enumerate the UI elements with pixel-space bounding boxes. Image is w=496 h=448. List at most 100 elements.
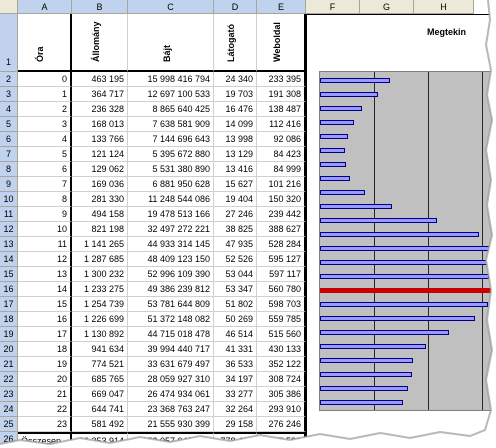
cell-weboldal[interactable]: 305 386	[257, 387, 306, 402]
row-header[interactable]: 13	[0, 237, 18, 252]
cell-allomany[interactable]: 133 766	[72, 132, 128, 147]
cell-allomany[interactable]: 685 765	[72, 372, 128, 387]
cell-weboldal[interactable]: 388 627	[257, 222, 306, 237]
cell-weboldal[interactable]: 597 117	[257, 267, 306, 282]
cell-allomany[interactable]: 364 717	[72, 87, 128, 102]
cell-allomany[interactable]: 1 287 685	[72, 252, 128, 267]
cell-latogato[interactable]: 13 129	[214, 147, 257, 162]
column-header-C[interactable]: C	[128, 0, 214, 14]
cell-ora[interactable]: 1	[18, 87, 72, 102]
cell-latogato[interactable]: 32 264	[214, 402, 257, 417]
cell-bajt[interactable]: 11 248 544 086	[128, 192, 214, 207]
cell-latogato[interactable]: 38 825	[214, 222, 257, 237]
header-cell-ora[interactable]: Óra	[18, 14, 72, 72]
cell-ora[interactable]: 17	[18, 327, 72, 342]
cell-weboldal[interactable]: 112 416	[257, 117, 306, 132]
cell-allomany[interactable]: 169 036	[72, 177, 128, 192]
cell-ora[interactable]: 3	[18, 117, 72, 132]
cell-ora[interactable]: 7	[18, 177, 72, 192]
row-header[interactable]: 4	[0, 102, 18, 117]
row-header[interactable]: 26	[0, 432, 18, 447]
header-cell-latogato[interactable]: Látogató	[214, 14, 257, 72]
cell-ora[interactable]: 13	[18, 267, 72, 282]
cell-weboldal[interactable]: 84 423	[257, 147, 306, 162]
cell-weboldal[interactable]: 239 442	[257, 207, 306, 222]
cell-latogato[interactable]: 53 347	[214, 282, 257, 297]
cell-bajt[interactable]: 19 478 513 166	[128, 207, 214, 222]
column-header-A[interactable]: A	[18, 0, 72, 14]
row-header[interactable]: 7	[0, 147, 18, 162]
row-header[interactable]: 12	[0, 222, 18, 237]
cell-weboldal[interactable]: 598 703	[257, 297, 306, 312]
cell-bajt[interactable]: 23 368 763 247	[128, 402, 214, 417]
cell-bajt[interactable]: 21 555 930 399	[128, 417, 214, 432]
embedded-chart[interactable]: Megtekin	[306, 14, 496, 448]
cell-latogato[interactable]: 47 935	[214, 237, 257, 252]
cell-allomany[interactable]: 941 634	[72, 342, 128, 357]
cell-weboldal[interactable]: 84 999	[257, 162, 306, 177]
cell-ora[interactable]: 23	[18, 417, 72, 432]
cell-weboldal[interactable]: 101 216	[257, 177, 306, 192]
cell-bajt[interactable]: 44 715 018 478	[128, 327, 214, 342]
cell-ora[interactable]: 2	[18, 102, 72, 117]
cell-weboldal[interactable]: 515 560	[257, 327, 306, 342]
column-header-B[interactable]: B	[72, 0, 128, 14]
cell-bajt[interactable]: 7 144 696 643	[128, 132, 214, 147]
cell-allomany[interactable]: 669 047	[72, 387, 128, 402]
cell-weboldal[interactable]: 528 284	[257, 237, 306, 252]
row-header[interactable]: 9	[0, 177, 18, 192]
cell-bajt[interactable]: 7 638 581 909	[128, 117, 214, 132]
plot-area[interactable]	[319, 71, 496, 411]
cell-latogato[interactable]: 46 514	[214, 327, 257, 342]
cell-allomany[interactable]: 121 124	[72, 147, 128, 162]
row-header[interactable]: 18	[0, 312, 18, 327]
cell-weboldal[interactable]: 559 785	[257, 312, 306, 327]
cell-weboldal[interactable]: 276 246	[257, 417, 306, 432]
cell-allomany[interactable]: 821 198	[72, 222, 128, 237]
cell-bajt[interactable]: 6 881 950 628	[128, 177, 214, 192]
cell-latogato[interactable]: 27 246	[214, 207, 257, 222]
row-header[interactable]: 8	[0, 162, 18, 177]
cell-latogato[interactable]: 19 404	[214, 192, 257, 207]
cell-bajt[interactable]: 12 697 100 533	[128, 87, 214, 102]
row-header[interactable]: 23	[0, 387, 18, 402]
cell-weboldal[interactable]: 7 735 596	[257, 432, 306, 447]
row-header[interactable]: 3	[0, 87, 18, 102]
cell-ora[interactable]: 10	[18, 222, 72, 237]
cell-allomany[interactable]: 1 226 699	[72, 312, 128, 327]
cell-allomany[interactable]: 129 062	[72, 162, 128, 177]
cell-allomany[interactable]: 774 521	[72, 357, 128, 372]
cell-allomany[interactable]: 1 130 892	[72, 327, 128, 342]
cell-bajt[interactable]: 5 395 672 880	[128, 147, 214, 162]
cell-latogato[interactable]: 13 998	[214, 132, 257, 147]
cell-weboldal[interactable]: 430 133	[257, 342, 306, 357]
cell-bajt[interactable]: 44 933 314 145	[128, 237, 214, 252]
row-header[interactable]: 25	[0, 417, 18, 432]
cell-ora[interactable]: 8	[18, 192, 72, 207]
row-header[interactable]: 2	[0, 72, 18, 87]
cell-latogato[interactable]: 33 277	[214, 387, 257, 402]
cell-ora[interactable]: 6	[18, 162, 72, 177]
cell-ora[interactable]: 4	[18, 132, 72, 147]
cell-ora[interactable]: 12	[18, 252, 72, 267]
row-header[interactable]: 5	[0, 117, 18, 132]
cell-bajt[interactable]: 26 474 934 061	[128, 387, 214, 402]
cell-ora[interactable]: 11	[18, 237, 72, 252]
cell-ora[interactable]: 0	[18, 72, 72, 87]
row-header[interactable]: 10	[0, 192, 18, 207]
row-header[interactable]: 19	[0, 327, 18, 342]
cell-ora[interactable]: 22	[18, 402, 72, 417]
cell-latogato[interactable]: 19 703	[214, 87, 257, 102]
cell-bajt[interactable]: 652 057 043 272	[128, 432, 214, 447]
cell-weboldal[interactable]: 150 320	[257, 192, 306, 207]
cell-weboldal[interactable]: 191 308	[257, 87, 306, 102]
cell-latogato[interactable]: 34 197	[214, 372, 257, 387]
cell-bajt[interactable]: 48 409 123 150	[128, 252, 214, 267]
cell-ora[interactable]: 5	[18, 147, 72, 162]
row-header[interactable]: 14	[0, 252, 18, 267]
cell-bajt[interactable]: 15 998 416 794	[128, 72, 214, 87]
cell-allomany[interactable]: 581 492	[72, 417, 128, 432]
cell-allomany[interactable]: 463 195	[72, 72, 128, 87]
cell-latogato[interactable]: 50 269	[214, 312, 257, 327]
